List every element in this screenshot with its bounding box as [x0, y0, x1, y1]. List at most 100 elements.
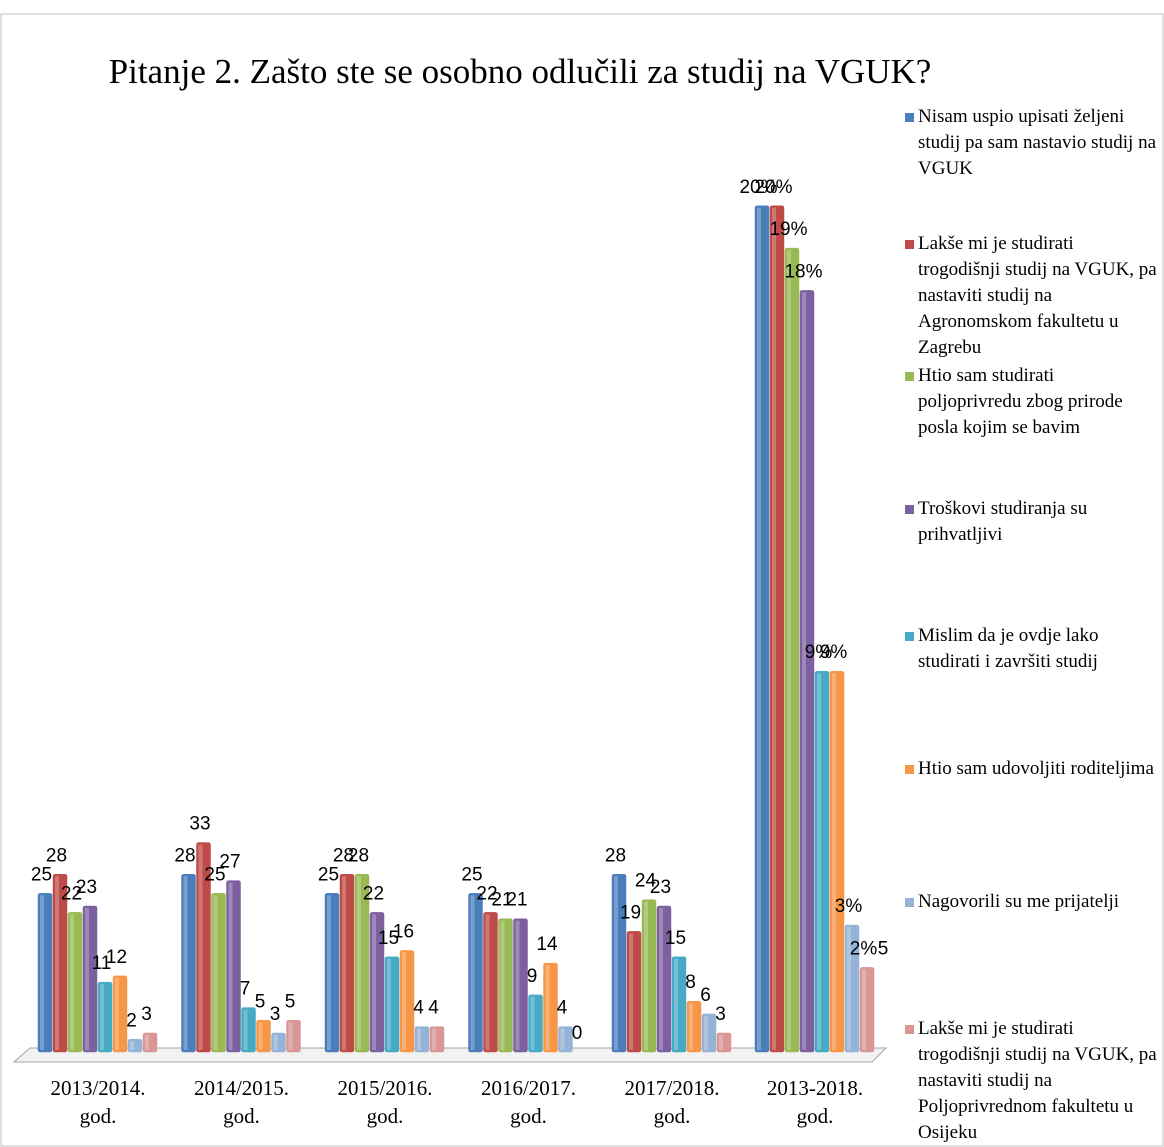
bar-shade — [40, 895, 44, 1050]
bar-shade — [847, 927, 851, 1050]
x-tick-label: 2016/2017. god. — [481, 1076, 576, 1128]
legend-swatch — [905, 372, 914, 381]
data-label: 25 — [31, 864, 52, 885]
legend-swatch — [905, 113, 914, 122]
bar — [543, 962, 558, 1053]
bar-shade — [258, 1022, 263, 1050]
bar-shade — [545, 965, 550, 1050]
data-label: 8 — [685, 972, 696, 993]
bar-shade — [530, 996, 535, 1050]
bar — [558, 1026, 573, 1053]
data-label: 16 — [393, 921, 414, 942]
data-label: 9% — [820, 642, 848, 663]
bar-shade — [719, 1034, 723, 1050]
data-label: 3 — [715, 1004, 726, 1025]
data-label: 2 — [126, 1010, 137, 1031]
bar — [97, 981, 113, 1053]
bar-shade — [213, 895, 218, 1050]
bar — [498, 918, 513, 1053]
data-label: 15 — [665, 928, 686, 949]
bar — [716, 1032, 732, 1053]
data-label: 5 — [285, 991, 296, 1012]
bar — [52, 874, 68, 1053]
bar — [112, 975, 128, 1053]
bar-shade — [614, 876, 618, 1050]
bar-shade — [485, 914, 490, 1050]
x-tick-label: 2017/2018. god. — [624, 1076, 719, 1128]
bar-shade — [704, 1015, 708, 1050]
bar — [528, 994, 543, 1053]
data-label: 2% — [850, 938, 878, 959]
bar — [67, 912, 83, 1053]
bar — [626, 931, 642, 1053]
bar — [686, 1000, 702, 1053]
data-label: 15 — [378, 928, 399, 949]
bar-shade — [387, 958, 391, 1050]
bar — [701, 1013, 717, 1053]
bar — [641, 899, 657, 1053]
bar-shade — [515, 920, 520, 1050]
bar — [784, 247, 800, 1053]
data-label: 23 — [650, 877, 671, 898]
bar — [671, 956, 687, 1053]
bar — [226, 880, 241, 1053]
data-label: 24 — [635, 871, 657, 892]
bar — [611, 874, 627, 1053]
data-label: 28 — [605, 845, 626, 866]
bar-shade — [372, 914, 376, 1050]
bar-shade — [85, 908, 89, 1050]
data-label: 25 — [204, 864, 225, 885]
bar-shade — [432, 1028, 436, 1050]
data-label: 11 — [92, 953, 112, 974]
bar — [339, 874, 355, 1053]
bar — [859, 967, 875, 1053]
bar-shade — [183, 876, 188, 1050]
bar — [468, 893, 483, 1053]
bar — [324, 893, 340, 1053]
data-label: 22 — [61, 883, 82, 904]
bar — [829, 670, 845, 1053]
bar-shade — [862, 969, 866, 1050]
data-label: 19 — [620, 902, 641, 923]
data-label: 20% — [739, 177, 777, 198]
bar — [354, 874, 370, 1053]
legend-swatch — [905, 632, 914, 641]
data-label: 3 — [270, 1004, 281, 1025]
bar — [142, 1032, 158, 1053]
legend-label: Lakše mi je studirati trogodišnji studij … — [918, 1018, 1157, 1143]
data-label: 28 — [333, 845, 354, 866]
bar — [286, 1020, 301, 1053]
bar-shade — [772, 207, 776, 1050]
bar-shade — [802, 292, 806, 1050]
bar-shade — [629, 933, 633, 1050]
legend-label: Mislim da je ovdje lako studirati i završ… — [918, 625, 1098, 672]
bar — [513, 918, 528, 1053]
bar-shade — [644, 901, 648, 1050]
bar — [414, 1026, 430, 1053]
bar-shade — [500, 920, 505, 1050]
bar — [127, 1039, 143, 1053]
bar-shade — [689, 1003, 693, 1050]
bar-shade — [659, 908, 663, 1050]
data-label: 19% — [769, 219, 807, 240]
data-label: 0 — [572, 1023, 583, 1044]
x-tick-label: 2013-2018. god. — [767, 1076, 863, 1128]
bar-shade — [560, 1028, 565, 1050]
bar — [271, 1032, 286, 1053]
legend-swatch — [905, 505, 914, 514]
data-label: 21 — [491, 890, 512, 911]
bar-shade — [357, 876, 361, 1050]
bar — [384, 956, 400, 1053]
data-label: 12 — [106, 947, 127, 968]
data-label: 28 — [174, 845, 195, 866]
bar-shade — [115, 977, 119, 1050]
bar — [241, 1007, 256, 1053]
data-label: 14 — [536, 934, 558, 955]
data-label: 5 — [255, 991, 266, 1012]
data-label: 27 — [219, 852, 240, 873]
bar — [814, 670, 830, 1053]
bar — [181, 874, 196, 1053]
data-label: 3 — [141, 1004, 152, 1025]
bar — [256, 1020, 271, 1053]
